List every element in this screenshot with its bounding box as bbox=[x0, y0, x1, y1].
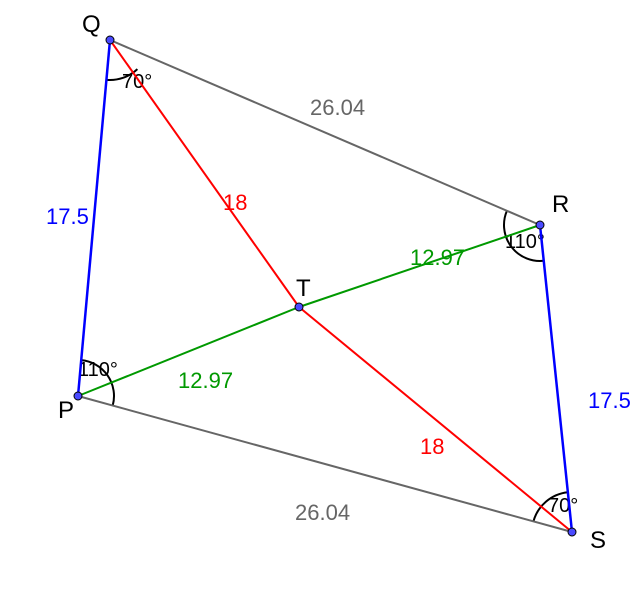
edge-label-tr: 12.97 bbox=[410, 245, 465, 270]
point-label-r: R bbox=[552, 191, 569, 218]
point-s bbox=[568, 528, 576, 536]
angle-label-s: 70° bbox=[548, 495, 578, 517]
angle-label-p: 110° bbox=[78, 359, 118, 381]
point-r bbox=[536, 221, 544, 229]
point-label-s: S bbox=[590, 527, 606, 554]
edge-label-rs: 17.5 bbox=[588, 388, 631, 413]
edge-label-qr: 26.04 bbox=[310, 95, 365, 120]
angle-label-q: 70° bbox=[122, 71, 152, 93]
edge-label-ps: 26.04 bbox=[295, 500, 350, 525]
edge-label-pq: 17.5 bbox=[46, 204, 89, 229]
point-label-p: P bbox=[58, 397, 74, 424]
parallelogram-diagram: 70°110°70°110°26.0417.526.0417.5181812.9… bbox=[0, 0, 637, 598]
edge-label-ts: 18 bbox=[420, 434, 444, 459]
edge-label-qt: 18 bbox=[223, 190, 247, 215]
point-q bbox=[106, 36, 114, 44]
point-label-t: T bbox=[296, 275, 311, 302]
edge-label-pt: 12.97 bbox=[178, 368, 233, 393]
point-p bbox=[74, 392, 82, 400]
point-label-q: Q bbox=[82, 11, 101, 38]
point-t bbox=[295, 303, 303, 311]
